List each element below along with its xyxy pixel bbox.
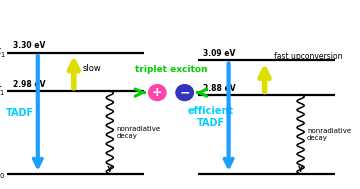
Text: 2.88 eV: 2.88 eV — [203, 84, 236, 93]
Text: $T_1$: $T_1$ — [0, 84, 5, 98]
Text: −: − — [179, 86, 190, 99]
Text: slow: slow — [83, 64, 102, 73]
Ellipse shape — [176, 85, 193, 101]
Text: efficient
TADF: efficient TADF — [188, 106, 234, 128]
Text: nonradiative
decay: nonradiative decay — [116, 126, 161, 139]
Text: $S_0$: $S_0$ — [0, 167, 5, 181]
Text: +: + — [152, 86, 163, 99]
Text: 3.30 eV: 3.30 eV — [13, 41, 45, 50]
Text: 3.09 eV: 3.09 eV — [203, 49, 236, 58]
Text: fast upconversion: fast upconversion — [274, 52, 342, 61]
Text: 2.98 eV: 2.98 eV — [13, 80, 45, 89]
Text: triplet exciton: triplet exciton — [135, 65, 207, 74]
Text: TADF: TADF — [6, 108, 34, 118]
Ellipse shape — [149, 85, 166, 101]
Text: $S_1$: $S_1$ — [0, 46, 5, 60]
Text: nonradiative
decay: nonradiative decay — [307, 128, 351, 141]
